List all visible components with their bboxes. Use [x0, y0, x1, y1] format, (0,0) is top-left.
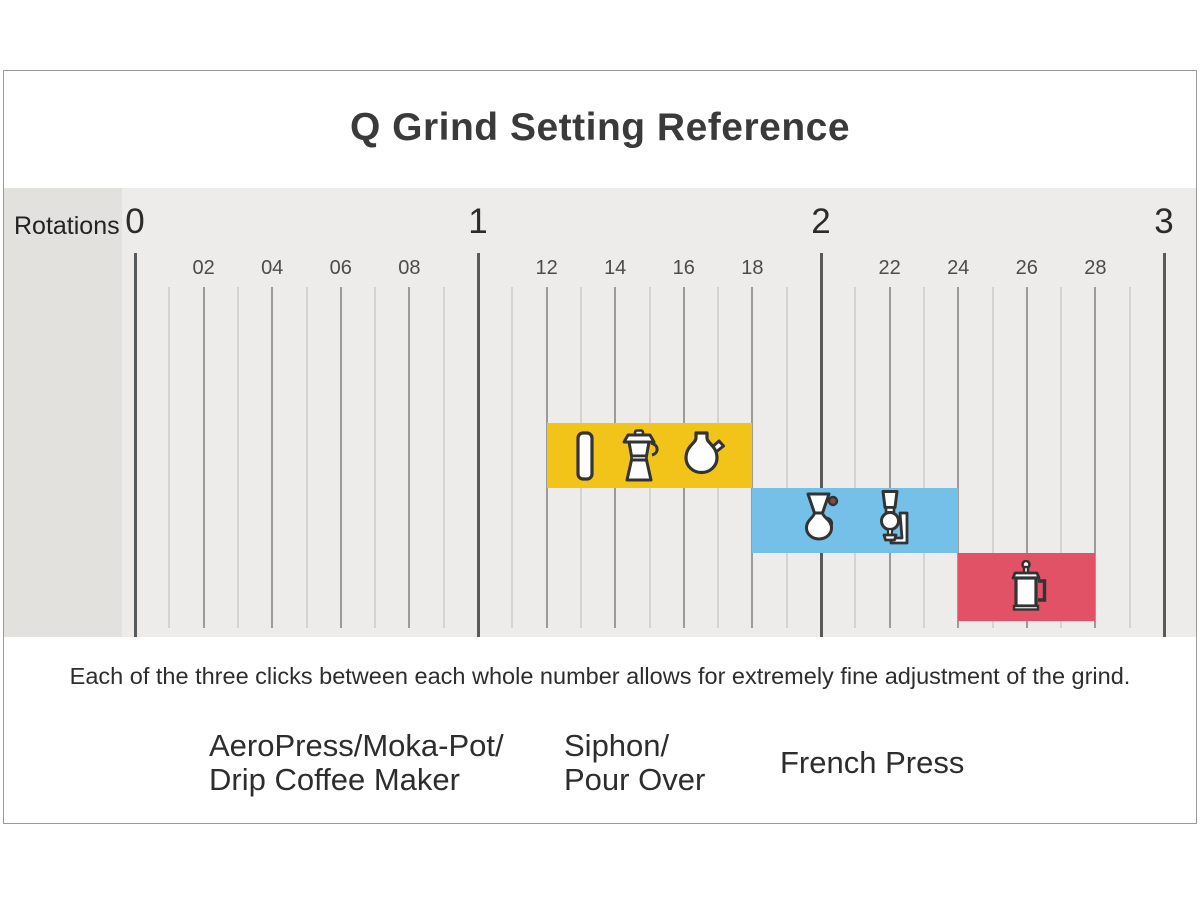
drip-coffee-maker-icon [684, 430, 726, 474]
setting-number-label: 28 [1084, 257, 1107, 279]
bar-aeropress-mokapot-drip [546, 423, 753, 488]
tick-line [888, 287, 891, 628]
setting-number-label: 04 [261, 257, 284, 279]
footnote: Each of the three clicks between each wh… [69, 663, 1131, 689]
tick-line [1094, 287, 1097, 628]
tick-line [785, 287, 788, 628]
setting-number-label: 22 [878, 257, 901, 279]
tick-line [957, 287, 960, 628]
tick-line [751, 287, 754, 628]
tick-line [236, 287, 239, 628]
setting-number-label: 12 [535, 257, 558, 279]
setting-number-label: 24 [947, 257, 970, 279]
legend-item-siphon: Siphon/ Pour Over [552, 728, 705, 798]
tick-line [374, 287, 377, 628]
tick-line [271, 287, 274, 628]
rotation-number-label: 1 [468, 202, 488, 241]
tick-line [202, 287, 205, 628]
rotation-number-label: 3 [1154, 202, 1174, 241]
tick-line [511, 287, 514, 628]
bar-siphon-pourover [752, 488, 959, 553]
french-press-icon [1011, 560, 1046, 611]
pour-over-icon [805, 492, 839, 540]
setting-number-label: 14 [604, 257, 627, 279]
legend-item-frenchpress: French Press [768, 728, 964, 798]
legend-label: Siphon/ Pour Over [564, 728, 706, 797]
setting-number-label: 06 [329, 257, 352, 279]
legend-label: French Press [780, 745, 965, 780]
tick-line [168, 287, 171, 628]
tick-line [1060, 287, 1063, 628]
legend-label: AeroPress/Moka-Pot/ Drip Coffee Maker [209, 728, 504, 797]
axis-label: Rotations [14, 212, 120, 240]
tick-line [442, 287, 445, 628]
tick-line [1162, 253, 1166, 637]
bar-french-press [958, 553, 1096, 621]
rotation-number-label: 2 [811, 202, 831, 241]
rotations-axis-box [4, 188, 122, 637]
setting-number-label: 16 [672, 257, 695, 279]
setting-number-label: 08 [398, 257, 421, 279]
tick-line [819, 253, 823, 637]
tick-line [305, 287, 308, 628]
page-title: Q Grind Setting Reference [349, 106, 851, 149]
rotation-number-label: 0 [125, 202, 145, 241]
setting-number-label: 02 [192, 257, 215, 279]
legend-item-aeropress: AeroPress/Moka-Pot/ Drip Coffee Maker [197, 728, 504, 798]
tick-line [476, 253, 480, 637]
tick-line [408, 287, 411, 628]
setting-number-label: 26 [1015, 257, 1038, 279]
tick-line [854, 287, 857, 628]
moka-pot-icon [622, 428, 660, 481]
setting-number-label: 18 [741, 257, 764, 279]
tick-line [1025, 287, 1028, 628]
tick-line [339, 287, 342, 628]
siphon-icon [880, 489, 909, 544]
tick-line [922, 287, 925, 628]
tick-line [991, 287, 994, 628]
aeropress-icon [576, 430, 595, 481]
tick-line [1128, 287, 1131, 628]
tick-line [133, 253, 137, 637]
